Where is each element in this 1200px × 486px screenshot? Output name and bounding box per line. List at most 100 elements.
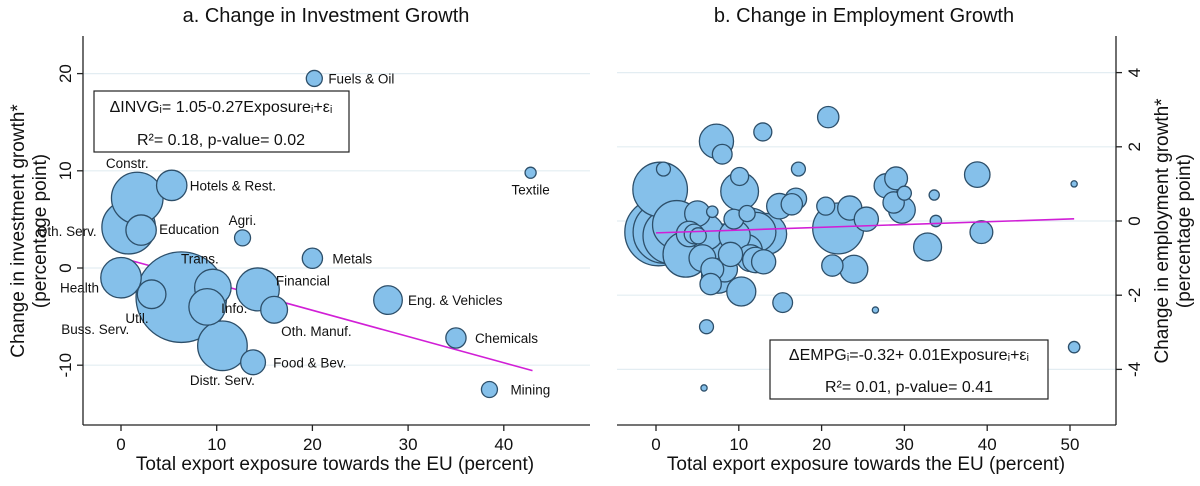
data-point: [1070, 180, 1078, 188]
point-label: Agri.: [229, 213, 257, 228]
point-label: Hotels & Rest.: [190, 178, 276, 193]
point-label: Education: [159, 222, 219, 237]
y-tick-label: 20: [56, 64, 75, 83]
x-tick-label: 20: [303, 435, 322, 454]
data-point: [790, 161, 807, 177]
bubbles: [624, 105, 1081, 392]
data-point: [884, 166, 909, 191]
data-point: [912, 232, 943, 262]
x-tick-labels: 0 10 20 30 40 50: [651, 435, 1079, 454]
data-point: [729, 166, 750, 187]
y-tick-label: 10: [56, 161, 75, 180]
equation-box-frame: [769, 339, 1049, 400]
x-axis-label: Total export exposure towards the EU (pe…: [136, 454, 534, 475]
x-tick-label: 0: [116, 435, 125, 454]
x-tick-label: 0: [651, 435, 660, 454]
y-tick-labels: 4 2 0 -2 -4: [1125, 68, 1144, 377]
y-tick-label: -2: [1125, 288, 1144, 303]
panel-investment-growth: Fuels & Oil Textile Constr. Hotels & Rest. O…: [8, 5, 590, 475]
y-tick-label: -10: [56, 353, 75, 378]
data-point: [100, 256, 142, 299]
axes: [617, 36, 1122, 431]
x-tick-label: 20: [812, 435, 831, 454]
chart-title: b. Change in Employment Growth: [714, 5, 1014, 27]
x-tick-label: 10: [729, 435, 748, 454]
x-tick-label: 40: [494, 435, 513, 454]
data-point: [136, 279, 167, 310]
data-point: [929, 214, 943, 228]
x-axis-label: Total export exposure towards the EU (pe…: [667, 454, 1065, 475]
point-label: Distr. Serv.: [190, 373, 255, 388]
data-point: [1067, 340, 1081, 354]
y-tick-labels: 20 10 0 -10: [56, 64, 75, 377]
point-label: Oth. Manuf.: [281, 324, 352, 339]
panel-employment-growth: 0 10 20 30 40 50 420-2-4 b. Change in Employm…: [617, 5, 1195, 475]
data-point: [726, 276, 757, 307]
point-label: Health: [60, 281, 99, 296]
point-label: Mining: [510, 383, 550, 398]
fit-line: [655, 218, 1075, 234]
data-point: [896, 185, 913, 201]
y-tick-label: 4: [1125, 68, 1144, 77]
data-point: [705, 205, 719, 219]
data-point: [928, 189, 940, 201]
equation-box-frame: [93, 90, 350, 153]
x-tick-label: 40: [978, 435, 997, 454]
r-squared-line: R²= 0.01, p-value= 0.41: [825, 379, 993, 396]
point-label: Eng. & Vehicles: [408, 293, 503, 308]
point-label: Textile: [511, 183, 549, 198]
data-point: [738, 204, 756, 223]
x-tick-label: 50: [1061, 435, 1080, 454]
axes: [77, 36, 590, 431]
data-point: [655, 161, 672, 177]
data-point: [871, 306, 880, 314]
point-label: Oth. Serv.: [37, 224, 97, 239]
r-squared-line: R²= 0.18, p-value= 0.02: [137, 132, 305, 149]
chart-title: a. Change in Investment Growth: [183, 5, 470, 27]
y-tick-label: 0: [1125, 216, 1144, 225]
data-point: [963, 161, 991, 189]
y-axis-label-unit: (percentage point): [30, 154, 51, 308]
data-point: [373, 285, 403, 316]
data-point: [445, 327, 467, 349]
data-point: [853, 206, 880, 232]
y-tick-label: 0: [56, 263, 75, 272]
data-point: [233, 229, 252, 247]
data-point: [188, 287, 227, 326]
y-tick-label: -4: [1125, 362, 1144, 377]
data-point: [699, 272, 722, 296]
equation-box: ΔEMPGᵢ=-0.32+ 0.01Exposureᵢ+εᵢ R²= 0.01,…: [769, 339, 1049, 400]
data-point: [125, 214, 157, 246]
data-point: [839, 254, 869, 284]
data-point: [821, 254, 844, 277]
data-point: [772, 292, 794, 314]
point-label: Metals: [332, 251, 372, 266]
point-label: Fuels & Oil: [328, 71, 394, 86]
data-point: [711, 143, 733, 165]
data-point: [689, 227, 707, 245]
data-point: [155, 169, 188, 202]
data-point: [524, 166, 537, 179]
y-axis-label-unit: (percentage point): [1174, 154, 1195, 308]
point-label: Info.: [221, 301, 247, 316]
point-label: Financial: [276, 273, 330, 288]
data-point: [969, 220, 994, 245]
x-tick-labels: 0 10 20 30 40: [116, 435, 513, 454]
x-tick-label: 30: [895, 435, 914, 454]
equation-box: ΔINVGᵢ= 1.05-0.27Exposureᵢ+εᵢ R²= 0.18, …: [93, 90, 350, 153]
data-point: [717, 241, 744, 268]
point-label: Trans.: [181, 251, 219, 266]
data-point: [750, 249, 777, 275]
point-label: Util.: [125, 311, 148, 326]
y-axis-label: Change in investment growth*: [8, 104, 29, 358]
data-point: [301, 247, 324, 270]
y-tick-label: 2: [1125, 142, 1144, 151]
x-tick-label: 30: [399, 435, 418, 454]
equation-line: ΔEMPGᵢ=-0.32+ 0.01Exposureᵢ+εᵢ: [789, 347, 1029, 364]
data-point: [700, 384, 708, 392]
data-point: [816, 196, 836, 216]
y-axis-label: Change in employment growth*: [1152, 98, 1173, 364]
point-labels: Fuels & Oil Textile Constr. Hotels & Rest. O…: [37, 71, 550, 397]
point-label: Chemicals: [475, 331, 538, 346]
